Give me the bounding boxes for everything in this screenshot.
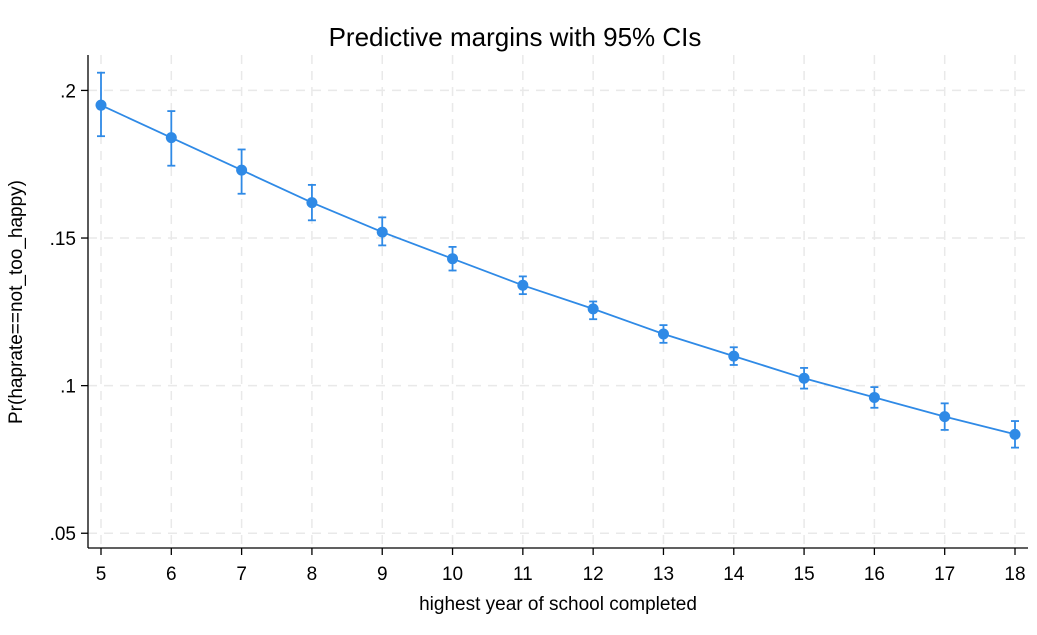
x-tick-label: 6 xyxy=(166,564,177,585)
data-point xyxy=(95,99,107,111)
x-tick-label: 11 xyxy=(513,564,533,585)
y-tick-label: .1 xyxy=(60,377,76,398)
axes-layer: 5 6 7 8 9 10 11 12 13 14 15 16 17 18 .05 .1 .15 .2 xyxy=(50,55,1028,585)
x-tick-label: 17 xyxy=(934,564,955,585)
x-tick-label: 10 xyxy=(442,564,463,585)
data-point xyxy=(236,164,248,176)
x-tick-label: 13 xyxy=(653,564,674,585)
x-tick-label: 16 xyxy=(864,564,885,585)
x-tick-label: 9 xyxy=(377,564,388,585)
x-axis-title: highest year of school completed xyxy=(419,594,697,615)
data-point xyxy=(868,391,880,403)
x-tick-label: 15 xyxy=(794,564,815,585)
x-tick-label: 8 xyxy=(307,564,318,585)
grid-layer xyxy=(88,55,1028,548)
data-point xyxy=(447,253,459,265)
data-point xyxy=(517,279,529,291)
x-tick-label: 12 xyxy=(583,564,604,585)
series-layer xyxy=(95,71,1021,449)
x-tick-label: 5 xyxy=(96,564,107,585)
x-tick-label: 14 xyxy=(723,564,745,585)
data-point xyxy=(587,303,599,315)
x-tick-label: 18 xyxy=(1004,564,1025,585)
data-point xyxy=(376,226,388,238)
y-tick-label: .15 xyxy=(50,229,76,250)
chart-title: Predictive margins with 95% CIs xyxy=(329,22,702,52)
data-point xyxy=(657,328,669,340)
data-point xyxy=(165,132,177,144)
y-axis-title: Pr(haprate==not_too_happy) xyxy=(6,180,27,424)
x-tick-label: 7 xyxy=(236,564,247,585)
y-tick-label: .2 xyxy=(60,81,76,102)
data-point xyxy=(798,372,810,384)
y-tick-label: .05 xyxy=(50,524,76,545)
data-point xyxy=(728,350,740,362)
data-point xyxy=(939,411,951,423)
data-point xyxy=(306,197,318,209)
series-line xyxy=(100,104,1016,436)
data-point xyxy=(1009,428,1021,440)
